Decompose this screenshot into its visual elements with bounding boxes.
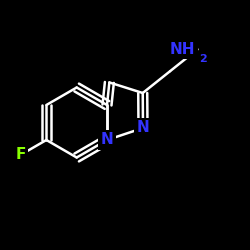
Text: 2: 2 [200,54,207,64]
Text: F: F [16,147,26,162]
Text: N: N [100,132,114,148]
Text: NH: NH [170,42,196,57]
Text: N: N [136,120,149,136]
